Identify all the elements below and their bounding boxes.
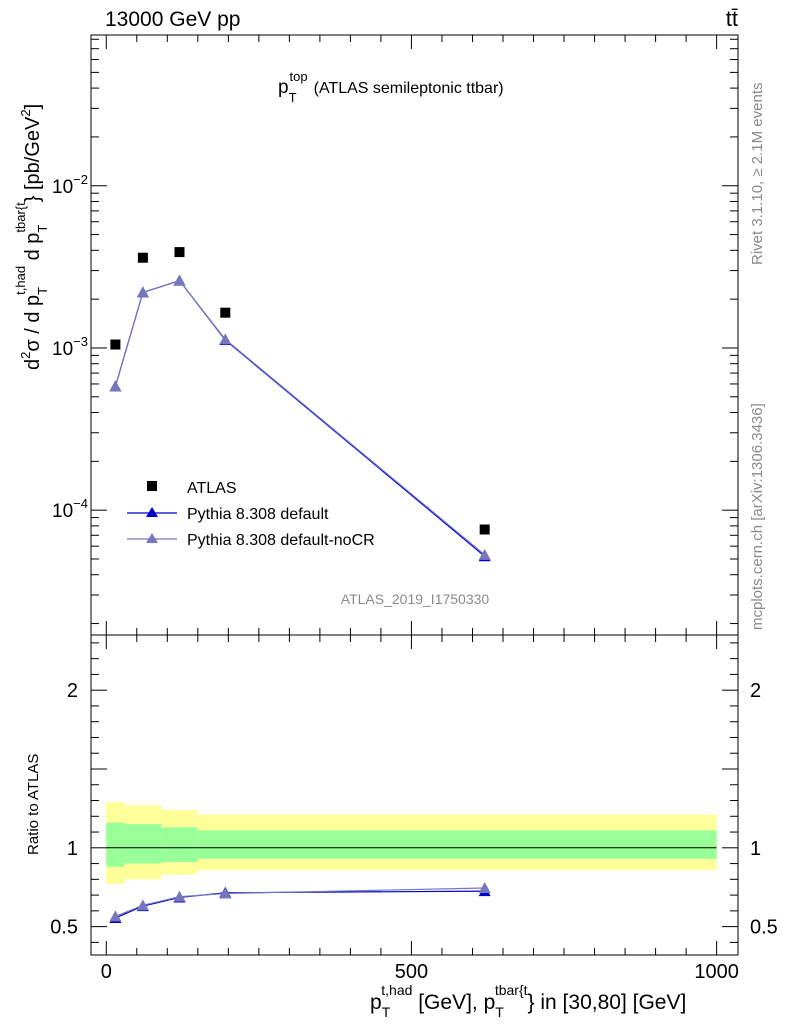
ratio-inner-band xyxy=(106,822,125,867)
legend-label-atlas: ATLAS xyxy=(187,480,237,497)
ratio-y-tick-label-right: 0.5 xyxy=(750,917,778,939)
ratio-y-tick-label-right: 1 xyxy=(750,838,761,860)
nocr-point xyxy=(136,286,149,298)
ratio-y-tick-label-right: 2 xyxy=(750,680,761,702)
legend-label-nocr: Pythia 8.308 default-noCR xyxy=(187,532,375,549)
x-tick-label: 500 xyxy=(395,961,428,983)
ratio-y-tick-label: 0.5 xyxy=(50,917,78,939)
ratio-inner-band xyxy=(161,827,198,862)
ratio-nocr-point xyxy=(136,899,149,911)
atlas-data-point xyxy=(479,524,490,535)
y-axis-label: d2σ / d pTt,had d pTtbar{t} [pb/GeV2] xyxy=(13,104,50,370)
atlas-data-point xyxy=(137,252,148,263)
y-tick-label: 10−2 xyxy=(52,172,88,198)
mcplots-label: mcplots.cern.ch [arXiv:1306.3436] xyxy=(749,403,766,630)
legend-marker-nocr xyxy=(146,533,158,543)
legend-marker-atlas xyxy=(147,481,157,491)
ratio-nocr-point xyxy=(478,882,491,894)
x-axis-label: pTt,had [GeV], pTtbar{t} in [30,80] [GeV… xyxy=(370,982,686,1020)
ratio-nocr-point xyxy=(219,887,232,899)
ratio-inner-band xyxy=(124,824,162,864)
nocr-point xyxy=(478,548,491,560)
legend-label-default: Pythia 8.308 default xyxy=(187,506,329,523)
ratio-y-axis-label: Ratio to ATLAS xyxy=(25,754,42,855)
ratio-plot-frame xyxy=(90,634,739,956)
ratio-inner-band xyxy=(197,830,717,859)
y-tick-label: 10−3 xyxy=(52,334,88,360)
energy-label: 13000 GeV pp xyxy=(105,8,240,31)
nocr-point xyxy=(219,333,232,345)
ratio-y-tick-label: 2 xyxy=(67,680,78,702)
analysis-watermark: ATLAS_2019_I1750330 xyxy=(341,591,490,607)
ratio-nocr-point xyxy=(109,910,122,922)
ratio-y-tick-label: 1 xyxy=(67,838,78,860)
ratio-default-line xyxy=(115,890,485,919)
atlas-data-point xyxy=(174,247,185,258)
chart-marks: 0 500 1000 10−4 10−3 10−2 0.5 0.5 1 1 2 2 xyxy=(50,34,778,983)
atlas-data-point xyxy=(110,339,121,350)
y-tick-label: 10−4 xyxy=(52,496,88,522)
x-tick-label: 0 xyxy=(101,961,112,983)
rivet-label: Rivet 3.1.10, ≥ 2.1M events xyxy=(749,83,766,266)
legend-marker-default xyxy=(146,507,158,517)
ratio-nocr-line xyxy=(115,887,485,917)
atlas-data-point xyxy=(220,307,231,318)
plot-title: pTtop(ATLAS semileptonic ttbar) xyxy=(278,69,504,105)
ratio-nocr-point xyxy=(173,890,186,902)
nocr-point xyxy=(173,274,186,286)
process-label: tt̄ xyxy=(726,6,738,31)
nocr-point xyxy=(109,380,122,392)
x-tick-label: 1000 xyxy=(694,961,739,983)
legend: ATLAS Pythia 8.308 default Pythia 8.308 … xyxy=(127,480,375,549)
